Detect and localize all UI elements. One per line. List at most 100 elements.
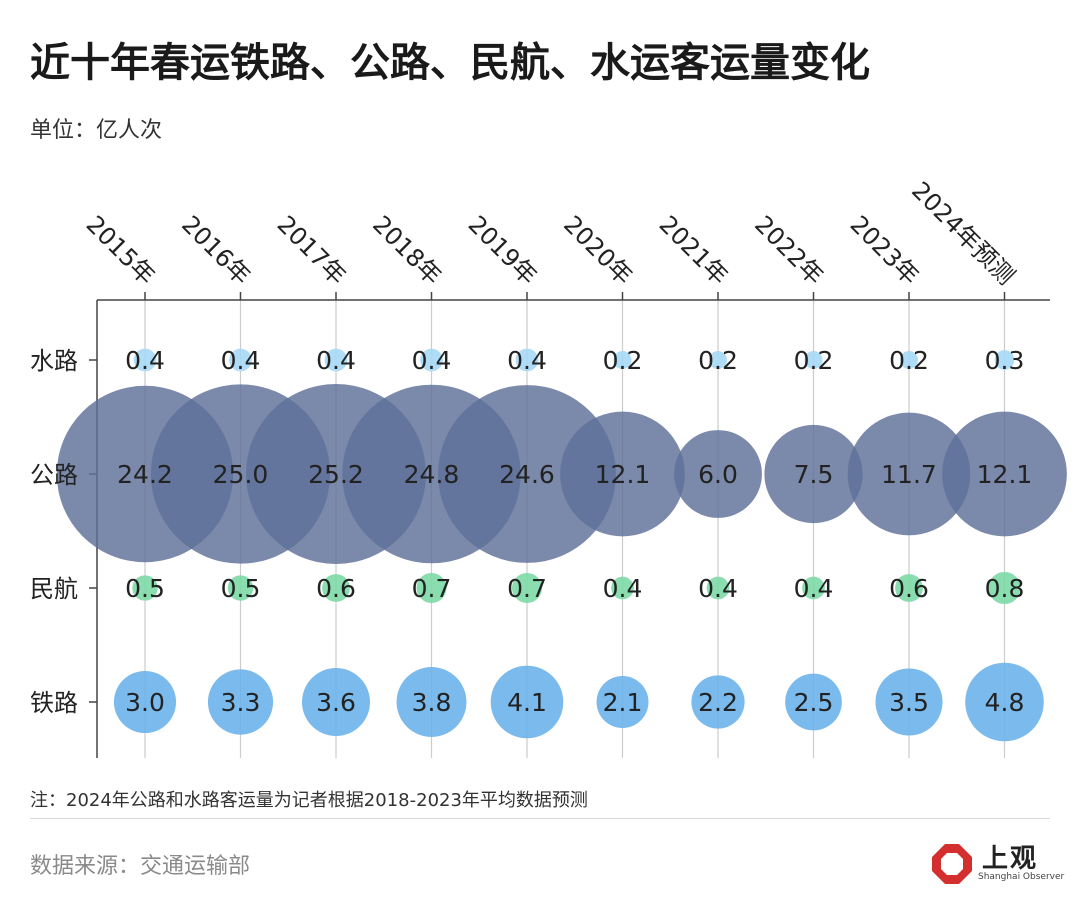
- x-tick-label: 2017年: [272, 210, 352, 290]
- logo-mark-icon: [932, 844, 972, 884]
- data-label: 12.1: [977, 460, 1033, 489]
- bubble-民航: [706, 576, 730, 600]
- data-label: 4.8: [985, 688, 1025, 717]
- bubbles: [56, 348, 1067, 742]
- data-label: 3.8: [412, 688, 452, 717]
- footnote: 注：2024年公路和水路客运量为记者根据2018-2023年平均数据预测: [30, 790, 588, 811]
- bubble-民航: [802, 576, 825, 600]
- bubble-chart: 0.4 0.4 0.4 0.4 0.4 0.2 0.2 0.2 0.2 0.3 24.2 25.0 25…: [30, 176, 1067, 758]
- data-label: 0.4: [125, 346, 165, 375]
- bubble-民航: [227, 575, 254, 601]
- bubble-铁路: [490, 665, 564, 739]
- x-tick-label: 2018年: [367, 210, 447, 290]
- data-label: 0.8: [985, 574, 1025, 603]
- bubble-民航: [895, 574, 923, 602]
- data-label: 0.4: [603, 574, 643, 603]
- data-label: 2.2: [698, 688, 738, 717]
- data-label: 3.0: [125, 688, 165, 717]
- data-label: 6.0: [698, 460, 738, 489]
- x-tick-label: 2020年: [558, 210, 638, 290]
- bubble-公路: [764, 424, 863, 524]
- data-label: 0.4: [698, 574, 738, 603]
- bubble-水路: [994, 350, 1015, 370]
- x-tick-label: 2015年: [81, 210, 161, 290]
- brand-logo: 上观 Shanghai Observer: [930, 836, 1064, 892]
- bubble-铁路: [596, 676, 649, 728]
- data-label: 2.5: [794, 688, 834, 717]
- data-label: 24.2: [117, 460, 173, 489]
- bubble-水路: [324, 348, 348, 372]
- bubble-铁路: [875, 668, 943, 736]
- data-label: 24.8: [404, 460, 460, 489]
- bubble-铁路: [691, 675, 745, 729]
- bubble-公路: [674, 430, 762, 518]
- bubble-水路: [420, 348, 443, 372]
- bubble-铁路: [965, 662, 1044, 742]
- data-label: 0.2: [794, 346, 834, 375]
- bubble-铁路: [785, 673, 842, 731]
- chart-title: 近十年春运铁路、公路、民航、水运客运量变化: [30, 40, 870, 86]
- unit-label: 单位：亿人次: [30, 118, 163, 143]
- data-source: 数据来源：交通运输部: [30, 854, 251, 879]
- bubble-铁路: [396, 667, 467, 737]
- data-label: 0.4: [507, 346, 547, 375]
- bubble-民航: [611, 576, 634, 600]
- bubble-水路: [804, 351, 823, 369]
- data-label: 7.5: [794, 460, 834, 489]
- bubble-水路: [133, 348, 157, 372]
- data-label: 0.4: [412, 346, 452, 375]
- y-tick-label: 民航: [30, 575, 78, 603]
- data-label: 0.3: [985, 346, 1025, 375]
- bubble-民航: [322, 574, 350, 602]
- bubble-公路: [438, 385, 616, 563]
- x-tick-label: 2021年: [654, 210, 734, 290]
- data-label: 0.5: [221, 574, 261, 603]
- data-label: 25.2: [308, 460, 364, 489]
- data-label: 3.5: [889, 688, 929, 717]
- bubble-公路: [560, 411, 685, 537]
- data-label: 4.1: [507, 688, 547, 717]
- data-label: 11.7: [881, 460, 937, 489]
- data-label: 0.2: [698, 346, 738, 375]
- data-label: 0.6: [316, 574, 356, 603]
- bubble-水路: [709, 351, 727, 369]
- data-label: 24.6: [499, 460, 555, 489]
- data-label: 0.4: [221, 346, 261, 375]
- data-label: 0.2: [889, 346, 929, 375]
- data-label: 0.2: [603, 346, 643, 375]
- y-tick-label: 铁路: [30, 689, 78, 717]
- data-label: 12.1: [595, 460, 651, 489]
- bubble-铁路: [113, 670, 177, 734]
- data-label: 0.7: [507, 574, 547, 603]
- bubble-铁路: [301, 667, 371, 737]
- bubble-水路: [229, 348, 252, 372]
- data-label: 3.3: [221, 688, 261, 717]
- x-tick-label: 2022年: [749, 210, 829, 290]
- x-tick-label: 2023年: [845, 210, 925, 290]
- data-label: 25.0: [213, 460, 269, 489]
- data-label: 0.4: [316, 346, 356, 375]
- data-label: 0.4: [794, 574, 834, 603]
- logo-text: 上观: [982, 844, 1039, 874]
- bubble-水路: [613, 351, 632, 369]
- data-label: 3.6: [316, 688, 356, 717]
- bubble-民航: [512, 573, 542, 603]
- x-tick-label: 2024年预测: [906, 176, 1020, 290]
- data-label: 0.5: [125, 574, 165, 603]
- data-labels: 0.4 0.4 0.4 0.4 0.4 0.2 0.2 0.2 0.2 0.3 24.2 25.0 25…: [117, 346, 1032, 717]
- bubble-水路: [900, 351, 918, 369]
- y-tick-label: 公路: [30, 461, 78, 489]
- y-tick-label: 水路: [30, 347, 78, 375]
- bubble-民航: [132, 575, 158, 601]
- logo-subtext: Shanghai Observer: [978, 872, 1065, 882]
- bubble-民航: [416, 573, 447, 603]
- x-tick-label: 2016年: [176, 210, 256, 290]
- x-tick-label: 2019年: [463, 210, 543, 290]
- divider: [30, 818, 1050, 819]
- data-label: 0.6: [889, 574, 929, 603]
- bubble-铁路: [207, 669, 274, 735]
- bubble-公路: [942, 411, 1067, 537]
- bubble-公路: [847, 412, 971, 536]
- bubble-民航: [988, 571, 1021, 605]
- data-label: 0.7: [412, 574, 452, 603]
